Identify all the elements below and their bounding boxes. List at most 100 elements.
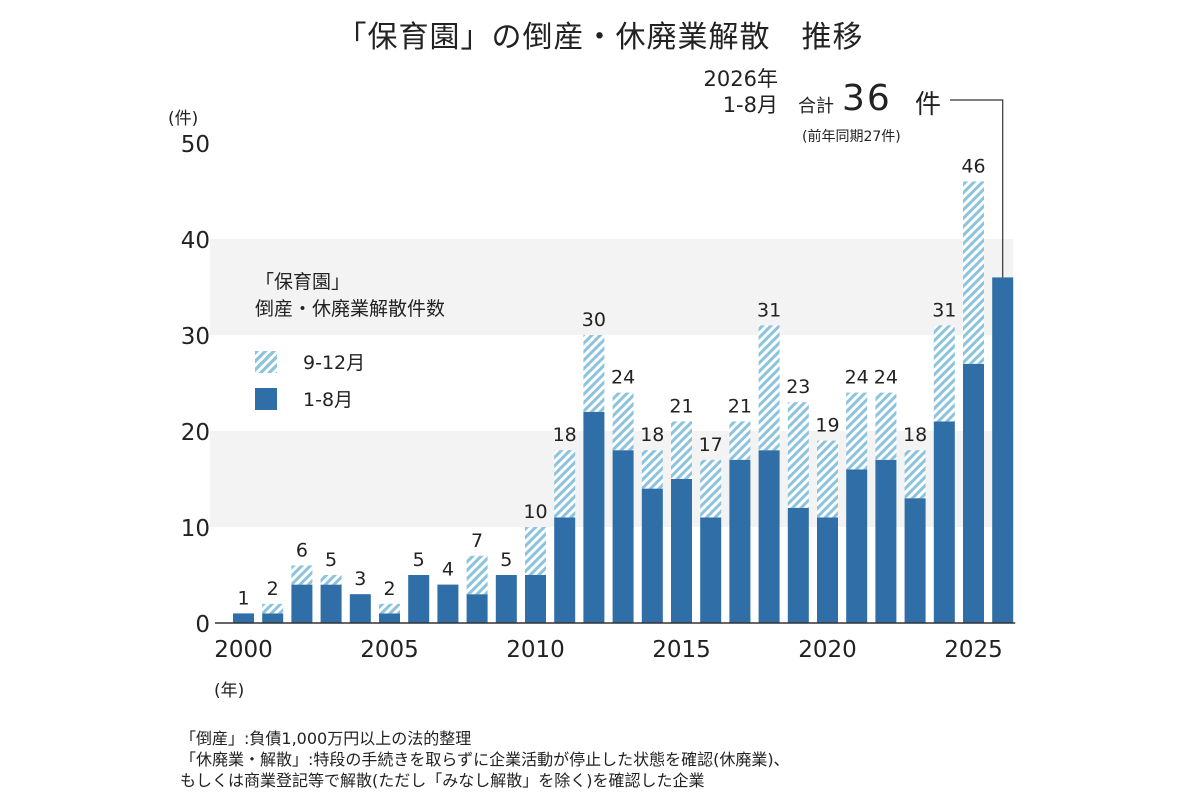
bar-value-label: 21 — [669, 395, 693, 417]
annotation-period-year: 2026年 — [703, 67, 778, 91]
bar-value-label: 23 — [786, 376, 810, 398]
bar-sep-dec — [583, 335, 605, 412]
x-tick-label: 2010 — [506, 637, 565, 663]
bar-value-label: 6 — [296, 539, 308, 561]
x-tick-label: 2005 — [360, 637, 419, 663]
annotation-period-months: 1-8月 — [722, 93, 778, 117]
x-axis-unit: (年) — [214, 681, 245, 701]
bar-jan-aug — [729, 459, 751, 623]
bar-sep-dec — [554, 450, 576, 518]
legend-title-line2: 倒産・休廃業解散件数 — [255, 298, 446, 320]
bar-sep-dec — [700, 459, 722, 518]
bar-jan-aug — [437, 584, 459, 623]
annotation-total-value: 36 — [842, 78, 892, 119]
footnote-2: 「休廃業・解散」:特段の手続きを取らずに企業活動が停止した状態を確認(休廃業)、 — [180, 750, 790, 769]
annotation-previous-year: (前年同期27件) — [802, 129, 901, 145]
bar-value-label: 2 — [383, 578, 395, 600]
y-tick-label: 20 — [181, 420, 210, 446]
annotation-leader-line — [950, 99, 1004, 278]
hatch-swatch — [255, 350, 277, 373]
y-axis-unit: (件) — [168, 109, 199, 129]
bar-sep-dec — [379, 603, 400, 614]
bar-value-label: 24 — [611, 367, 635, 389]
bar-sep-dec — [729, 421, 751, 460]
y-tick-label: 30 — [181, 324, 210, 350]
x-tick-label: 2025 — [944, 637, 1003, 663]
legend-title: 「保育園」 倒産・休廃業解散件数 — [255, 269, 445, 323]
bar-value-label: 5 — [413, 549, 425, 571]
x-tick-label: 2015 — [652, 637, 711, 663]
y-tick-label: 50 — [181, 132, 210, 158]
bar-jan-aug — [846, 469, 868, 623]
bar-jan-aug — [583, 411, 605, 623]
bar-jan-aug — [963, 363, 984, 623]
bar-value-label: 10 — [523, 501, 547, 523]
annotation-period: 2026年 1-8月 — [650, 66, 778, 118]
solid-swatch — [255, 387, 277, 410]
bar-jan-aug — [671, 479, 692, 623]
bar-sep-dec — [758, 325, 780, 451]
bar-sep-dec — [466, 555, 488, 595]
bar-sep-dec — [933, 325, 955, 422]
bar-sep-dec — [904, 450, 926, 499]
bar-value-label: 21 — [728, 395, 752, 417]
bar-value-label: 5 — [500, 549, 512, 571]
bar-sep-dec — [262, 603, 284, 614]
bar-jan-aug — [262, 613, 284, 623]
bar-jan-aug — [933, 421, 955, 623]
bar-jan-aug — [379, 613, 400, 623]
bar-value-label: 19 — [815, 415, 839, 437]
annotation-total-unit: 件 — [915, 90, 942, 120]
bar-value-label: 31 — [757, 299, 781, 321]
bar-sep-dec — [671, 421, 692, 479]
bar-sep-dec — [875, 392, 897, 460]
chart-title: 「保育園」の倒産・休廃業解散 推移 — [336, 20, 864, 55]
bar-jan-aug — [525, 575, 546, 623]
bar-value-label: 31 — [932, 299, 956, 321]
bar-jan-aug — [641, 488, 663, 623]
bar-jan-aug — [291, 584, 313, 623]
bar-jan-aug — [233, 613, 254, 623]
bar-value-label: 18 — [903, 424, 927, 446]
bar-value-label: 24 — [874, 367, 898, 389]
bar-sep-dec — [641, 450, 663, 489]
legend-item-jan-aug: 1-8月 — [255, 385, 353, 412]
bar-value-label: 17 — [699, 434, 723, 456]
bar-value-label: 24 — [845, 367, 869, 389]
bar-jan-aug — [320, 584, 342, 623]
bar-jan-aug — [700, 517, 722, 623]
x-tick-label: 2000 — [214, 637, 273, 663]
bar-jan-aug — [495, 575, 517, 623]
bar-jan-aug — [466, 594, 488, 623]
bar-sep-dec — [525, 527, 546, 575]
bar-jan-aug — [758, 450, 780, 623]
footnote-3: もしくは商業登記等で解散(ただし「みなし解散」を除く)を確認した企業 — [180, 771, 705, 790]
background-band — [210, 239, 1014, 335]
bar-value-label: 4 — [442, 559, 454, 581]
bar-sep-dec — [612, 392, 634, 451]
annotation-total-label: 合計 — [798, 96, 834, 117]
bar-value-label: 46 — [961, 155, 985, 177]
legend-title-line1: 「保育園」 — [255, 271, 351, 293]
bar-value-label: 30 — [582, 309, 606, 331]
bar-jan-aug — [612, 450, 634, 623]
bar-value-label: 3 — [354, 568, 366, 590]
y-tick-label: 10 — [181, 516, 210, 542]
bar-value-label: 2 — [267, 578, 279, 600]
bar-jan-aug — [787, 507, 809, 623]
y-tick-label: 40 — [181, 228, 210, 254]
bar-value-label: 18 — [553, 424, 577, 446]
bar-sep-dec — [291, 565, 313, 585]
bar-value-label: 1 — [237, 587, 249, 609]
footnote-1: 「倒産」:負債1,000万円以上の法的整理 — [180, 729, 472, 748]
legend-item-sep-dec: 9-12月 — [255, 348, 365, 375]
bar-value-label: 5 — [325, 549, 337, 571]
bar-sep-dec — [787, 402, 809, 508]
bar-value-label: 18 — [640, 424, 664, 446]
bar-jan-aug — [554, 517, 576, 623]
bar-sep-dec — [320, 575, 342, 585]
y-tick-label: 0 — [195, 612, 210, 638]
bar-value-label: 7 — [471, 530, 483, 552]
legend-label-sep-dec: 9-12月 — [303, 352, 366, 374]
